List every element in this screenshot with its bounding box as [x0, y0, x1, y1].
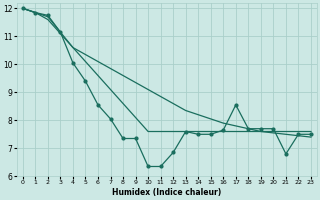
X-axis label: Humidex (Indice chaleur): Humidex (Indice chaleur) — [112, 188, 221, 197]
